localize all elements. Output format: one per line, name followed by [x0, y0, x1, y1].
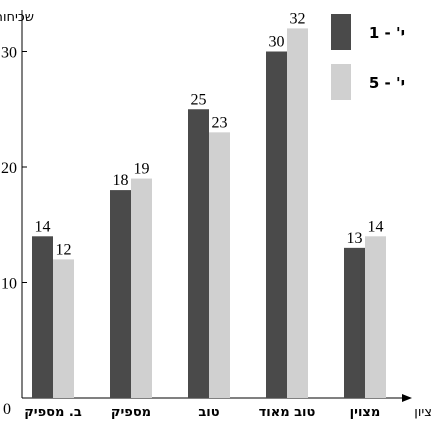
- data-label: 19: [134, 161, 150, 178]
- bar: [266, 51, 287, 398]
- y-tick-label: 0: [3, 401, 11, 418]
- y-tick-label: 20: [1, 160, 17, 177]
- bar: [53, 259, 74, 398]
- y-ticks: 0 10 20 30: [1, 45, 27, 418]
- bar: [32, 236, 53, 398]
- bars: [32, 28, 386, 399]
- data-label: 30: [269, 34, 285, 51]
- category-label: מצוין: [350, 405, 381, 420]
- x-axis-arrow-icon: [402, 394, 412, 402]
- data-label: 25: [191, 91, 207, 108]
- data-label: 14: [35, 218, 51, 235]
- legend-label: י' - 5: [369, 74, 405, 92]
- category-label: טוב: [198, 405, 219, 420]
- category-labels: ב. מספיק מספיק טוב טוב מאוד מצוין: [24, 405, 380, 420]
- data-label: 12: [56, 241, 72, 258]
- y-tick-label: 10: [1, 276, 17, 293]
- y-tick-label: 30: [1, 45, 17, 62]
- data-label: 13: [347, 230, 363, 247]
- legend-label: י' - 1: [369, 24, 405, 42]
- category-label: מספיק: [111, 405, 151, 420]
- y-axis-title: שכיחות, %: [0, 10, 34, 25]
- category-label: ב. מספיק: [24, 405, 82, 420]
- bar: [110, 190, 131, 398]
- bar: [209, 132, 230, 398]
- data-label: 23: [212, 114, 228, 131]
- bar: [344, 247, 365, 398]
- legend-swatch: [331, 64, 351, 100]
- data-label: 14: [368, 218, 384, 235]
- bar: [188, 109, 209, 398]
- category-label: טוב מאוד: [259, 405, 316, 420]
- bar: [365, 236, 386, 398]
- x-axis-title: ציון: [414, 405, 432, 420]
- data-labels: 14 12 18 19 25 23 30 32 13 14: [35, 10, 384, 258]
- bar: [287, 28, 308, 399]
- legend-swatch: [331, 14, 351, 50]
- data-label: 32: [290, 10, 306, 27]
- data-label: 18: [113, 172, 129, 189]
- bar: [131, 178, 152, 398]
- legend: י' - 1 י' - 5: [331, 14, 405, 100]
